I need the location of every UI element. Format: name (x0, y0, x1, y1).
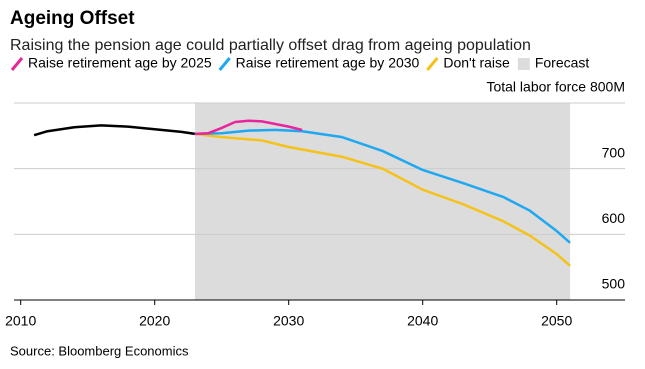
y-tick-label: Total labor force 800M (486, 79, 625, 95)
y-tick-label: 500 (602, 276, 626, 292)
series-line (194, 128, 571, 244)
source-note: Source: Bloomberg Economics (10, 343, 189, 358)
legend-label: Don't raise (443, 55, 510, 71)
series-line (194, 119, 303, 136)
legend-swatch (517, 58, 530, 70)
legend-swatch (10, 57, 24, 71)
history-line (33, 124, 196, 137)
x-tick-label: 2040 (407, 313, 438, 329)
series-line (194, 132, 571, 267)
legend-label: Raise retirement age by 2025 (28, 55, 212, 71)
x-tick-label: 2030 (273, 313, 304, 329)
legend-swatch (426, 57, 439, 71)
forecast-region (194, 103, 571, 300)
legend-label: Raise retirement age by 2030 (236, 55, 420, 71)
y-tick-label: 600 (602, 210, 626, 226)
legend-swatch (218, 57, 231, 71)
chart-title: Ageing Offset (10, 8, 135, 29)
x-tick-label: 2050 (541, 313, 572, 329)
legend-label: Forecast (535, 55, 590, 71)
x-tick-label: 2020 (139, 313, 170, 329)
y-tick-label: 700 (602, 144, 626, 160)
x-tick-label: 2010 (5, 313, 36, 329)
chart-subtitle: Raising the pension age could partially … (10, 37, 531, 54)
